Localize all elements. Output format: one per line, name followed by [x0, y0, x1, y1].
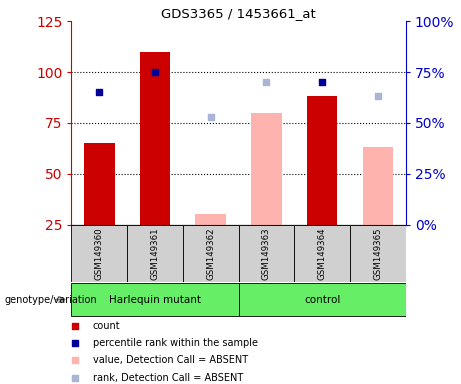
Point: [296, 134, 304, 140]
Text: GSM149362: GSM149362: [206, 227, 215, 280]
Point: [151, 69, 159, 75]
Bar: [362, 147, 393, 225]
Text: GSM149364: GSM149364: [318, 227, 327, 280]
Text: genotype/variation: genotype/variation: [5, 295, 97, 305]
Bar: [127, 225, 183, 282]
Point: [296, 292, 304, 298]
Title: GDS3365 / 1453661_at: GDS3365 / 1453661_at: [161, 7, 316, 20]
Bar: [195, 215, 226, 225]
Point: [263, 79, 270, 85]
Bar: [350, 225, 406, 282]
Bar: [307, 96, 337, 225]
Bar: [84, 143, 115, 225]
Point: [207, 114, 214, 120]
Text: rank, Detection Call = ABSENT: rank, Detection Call = ABSENT: [93, 373, 243, 383]
Bar: [251, 113, 282, 225]
Bar: [238, 225, 294, 282]
Bar: [71, 283, 239, 316]
Text: GSM149360: GSM149360: [95, 227, 104, 280]
Point: [95, 89, 103, 95]
Text: GSM149361: GSM149361: [150, 227, 160, 280]
Bar: [238, 283, 406, 316]
Text: GSM149363: GSM149363: [262, 227, 271, 280]
Point: [374, 93, 382, 99]
Text: value, Detection Call = ABSENT: value, Detection Call = ABSENT: [93, 356, 248, 366]
Text: control: control: [304, 295, 340, 305]
Bar: [140, 52, 170, 225]
Bar: [294, 225, 350, 282]
Bar: [183, 225, 238, 282]
Text: GSM149365: GSM149365: [373, 227, 382, 280]
Text: count: count: [93, 321, 120, 331]
Text: Harlequin mutant: Harlequin mutant: [109, 295, 201, 305]
Bar: [71, 225, 127, 282]
Point: [319, 79, 326, 85]
Text: percentile rank within the sample: percentile rank within the sample: [93, 338, 258, 348]
